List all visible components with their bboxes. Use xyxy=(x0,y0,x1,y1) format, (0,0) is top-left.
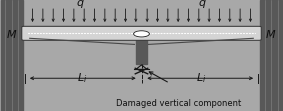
Bar xyxy=(1,0,23,111)
Text: $\mathit{q}$: $\mathit{q}$ xyxy=(198,0,207,10)
Circle shape xyxy=(134,31,149,37)
Text: $\mathit{M}$: $\mathit{M}$ xyxy=(6,28,18,40)
FancyBboxPatch shape xyxy=(22,26,261,40)
Bar xyxy=(260,0,282,111)
Text: $\mathit{M}$: $\mathit{M}$ xyxy=(265,28,277,40)
Bar xyxy=(136,33,147,64)
Text: $\mathit{L_i}$: $\mathit{L_i}$ xyxy=(77,71,87,85)
Text: $\mathit{q}$: $\mathit{q}$ xyxy=(76,0,85,10)
Text: $\mathit{L_i}$: $\mathit{L_i}$ xyxy=(196,71,206,85)
Text: Damaged vertical component: Damaged vertical component xyxy=(116,99,241,108)
